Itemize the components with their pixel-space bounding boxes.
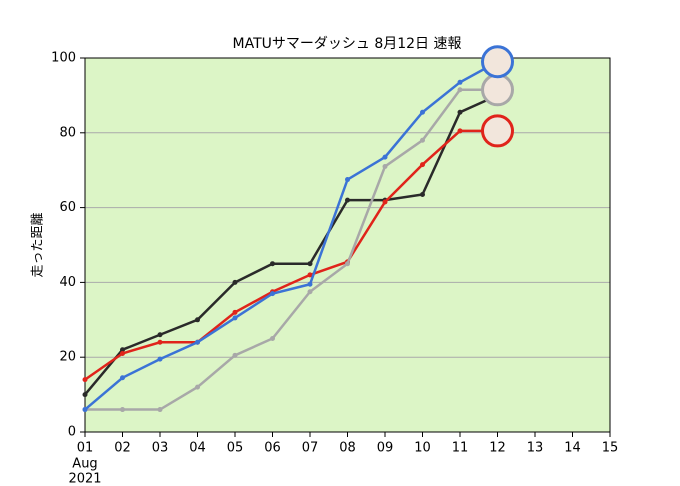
data-point (232, 315, 238, 321)
x-tick-sublabel: 2021 (68, 472, 101, 486)
data-point (232, 309, 238, 315)
data-point (420, 162, 425, 168)
y-tick-label: 60 (59, 200, 76, 215)
y-tick-label: 0 (68, 425, 76, 440)
x-tick-label: 13 (527, 441, 544, 456)
data-point (420, 192, 425, 198)
data-point (157, 356, 163, 362)
y-tick-label: 40 (59, 275, 76, 290)
y-tick-label: 80 (59, 125, 76, 140)
data-point (457, 79, 463, 85)
x-tick-sublabel: Aug (72, 457, 97, 472)
data-point (382, 199, 388, 205)
data-point (82, 377, 88, 383)
data-point (307, 272, 313, 278)
x-tick-label: 03 (152, 441, 169, 456)
x-tick-label: 07 (302, 441, 319, 456)
plot-frame (84, 57, 611, 433)
data-point (120, 375, 125, 381)
data-point (120, 350, 125, 356)
data-point (382, 163, 388, 169)
data-point (270, 291, 275, 297)
x-tick-label: 08 (339, 441, 356, 456)
data-point (420, 137, 425, 143)
data-point (232, 279, 238, 285)
data-point (345, 261, 350, 267)
x-tick-label: 12 (489, 441, 506, 456)
chart-title: MATUサマーダッシュ 8月12日 速報 (233, 36, 462, 52)
avatar-icon (481, 73, 514, 107)
data-point (345, 177, 350, 183)
data-point (232, 352, 238, 358)
data-point (120, 407, 125, 413)
data-point (307, 261, 313, 267)
data-point (270, 336, 275, 341)
series-line (84, 129, 498, 381)
data-point (82, 392, 88, 398)
plot-area (85, 58, 610, 432)
series-line (84, 60, 499, 411)
y-axis-label: 走った距離 (31, 212, 46, 277)
data-point (82, 407, 88, 413)
data-point (345, 197, 350, 203)
x-tick-label: 02 (114, 441, 131, 456)
data-point (457, 109, 463, 115)
series-line (85, 88, 498, 411)
data-point (420, 109, 425, 115)
data-point (307, 281, 313, 287)
avatar-icon (481, 114, 514, 148)
data-point (457, 87, 463, 93)
x-tick-label: 10 (414, 441, 431, 456)
series-line (84, 94, 499, 396)
data-point (195, 339, 200, 345)
y-tick-label: 20 (59, 350, 76, 365)
data-point (195, 317, 200, 323)
data-point (195, 384, 200, 390)
y-tick-label: 100 (51, 51, 76, 66)
x-tick-label: 05 (227, 441, 244, 456)
data-point (270, 261, 275, 267)
data-point (120, 347, 125, 353)
x-tick-label: 15 (602, 441, 619, 456)
data-point (157, 339, 163, 345)
x-tick-label: 14 (564, 441, 581, 456)
data-point (307, 289, 313, 295)
x-tick-label: 09 (377, 441, 394, 456)
x-tick-label: 01 (77, 441, 94, 456)
avatar-icon (481, 45, 514, 79)
x-tick-label: 06 (264, 441, 281, 456)
data-point (157, 407, 163, 413)
data-point (157, 332, 163, 338)
x-tick-label: 04 (189, 441, 206, 456)
x-tick-label: 11 (452, 441, 469, 456)
data-point (457, 128, 463, 134)
data-point (382, 154, 388, 160)
